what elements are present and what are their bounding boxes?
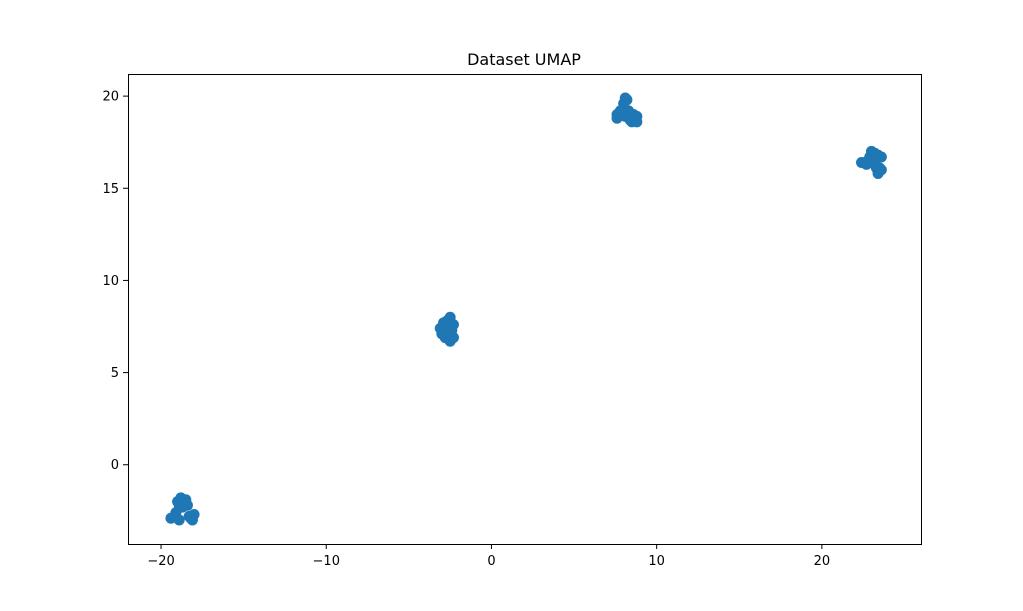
scatter-point <box>180 497 192 509</box>
plot-area-frame <box>128 74 922 545</box>
x-tick-label: −20 <box>147 554 174 569</box>
scatter-point <box>621 94 633 106</box>
y-tick-label: 5 <box>111 366 119 381</box>
x-tick-label: 0 <box>487 554 495 569</box>
x-tick-label: −10 <box>313 554 340 569</box>
scatter-point <box>623 105 635 117</box>
scatter-point <box>446 330 458 342</box>
points-layer <box>165 92 887 526</box>
chart-title: Dataset UMAP <box>467 50 581 69</box>
scatter-point <box>443 319 454 331</box>
scatter-point <box>626 116 638 128</box>
x-tick-label: 20 <box>814 554 831 569</box>
y-tick-label: 15 <box>102 182 119 197</box>
scatter-point <box>173 514 185 526</box>
scatter-point <box>614 105 626 117</box>
scatter-point <box>185 512 197 524</box>
y-tick-label: 20 <box>102 90 119 105</box>
y-tick-label: 10 <box>102 274 119 289</box>
x-tick-label: 10 <box>648 554 665 569</box>
y-tick-label: 0 <box>111 458 119 473</box>
x-axis-ticks: −20 −10 0 10 20 <box>147 544 830 569</box>
scatter-point <box>874 162 886 174</box>
y-axis-ticks: 0 5 10 15 20 <box>102 90 128 473</box>
scatter-point <box>862 155 874 167</box>
